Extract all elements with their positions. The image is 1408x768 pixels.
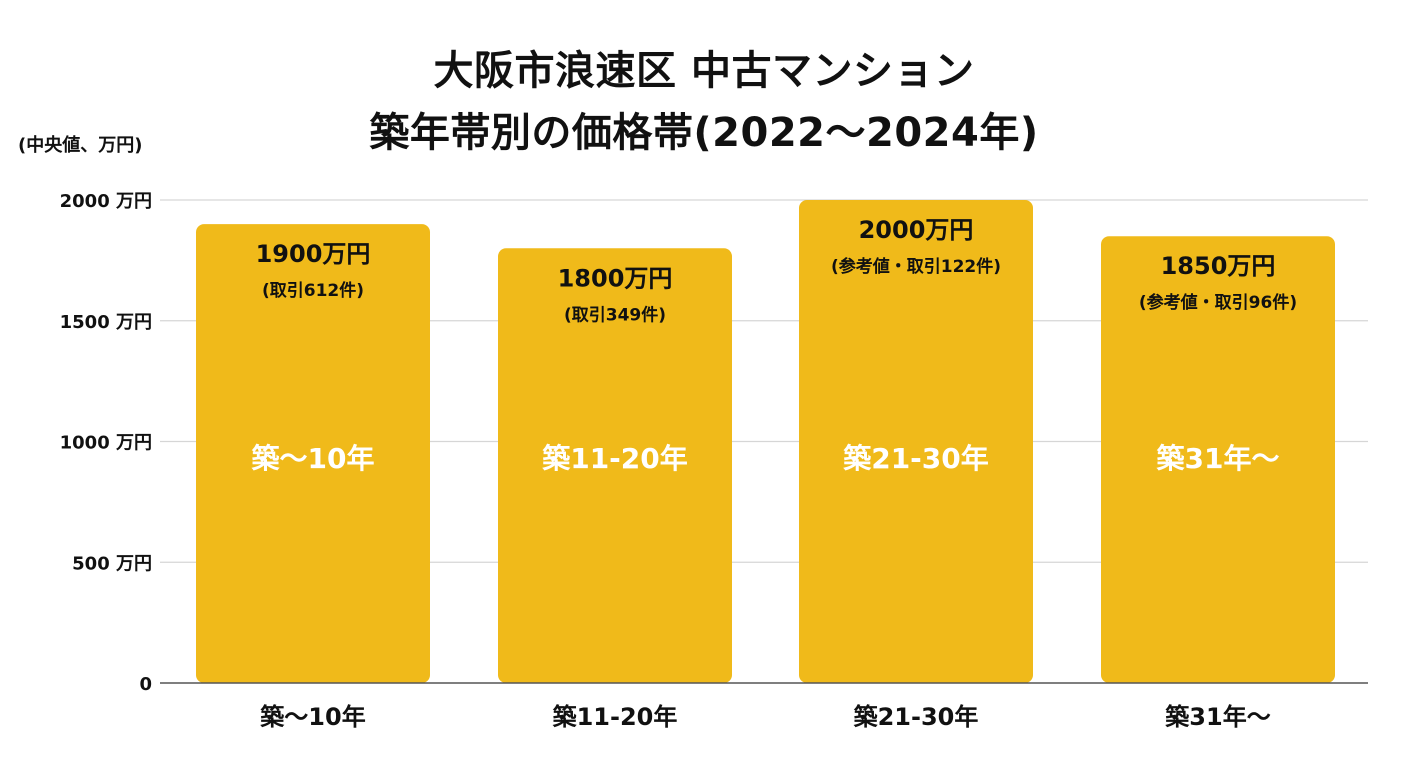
chart-title-line-2: 築年帯別の価格帯(2022〜2024年) <box>369 110 1039 156</box>
y-tick-label: 0 <box>139 674 152 695</box>
bar-group: 1900万円 (取引612件) 築〜10年 <box>196 224 430 683</box>
x-tick-label: 築31年〜 <box>1164 703 1270 731</box>
bar-group: 2000万円 (参考値・取引122件) 築21-30年 <box>799 200 1033 683</box>
bar-inner-label: 築31年〜 <box>1156 442 1280 475</box>
bar-note-label: (取引612件) <box>262 280 364 301</box>
y-tick-label: 500 万円 <box>72 553 152 574</box>
bar-inner-label: 築〜10年 <box>251 442 375 475</box>
chart-title: 大阪市浪速区 中古マンション 築年帯別の価格帯(2022〜2024年) <box>0 40 1408 164</box>
x-axis-labels: 築〜10年 築11-20年 築21-30年 築31年〜 <box>259 703 1270 731</box>
bar-group: 1850万円 (参考値・取引96件) 築31年〜 <box>1101 236 1335 683</box>
y-axis-ticks: 0 500 万円 1000 万円 1500 万円 2000 万円 <box>60 191 152 695</box>
y-tick-label: 1500 万円 <box>60 312 152 333</box>
bar-note-label: (取引349件) <box>564 304 666 325</box>
bar-value-label: 1900万円 <box>256 240 371 268</box>
bar-value-label: 1850万円 <box>1161 252 1276 280</box>
bar <box>799 200 1033 683</box>
bar-note-label: (参考値・取引96件) <box>1139 292 1297 313</box>
bar <box>1101 236 1335 683</box>
x-tick-label: 築21-30年 <box>853 703 979 731</box>
bar-note-label: (参考値・取引122件) <box>831 256 1001 277</box>
y-tick-label: 2000 万円 <box>60 191 152 212</box>
y-tick-label: 1000 万円 <box>60 433 152 454</box>
bar-value-label: 2000万円 <box>859 216 974 244</box>
x-tick-label: 築〜10年 <box>259 703 365 731</box>
bar-value-label: 1800万円 <box>558 264 673 292</box>
bar <box>196 224 430 683</box>
bar-inner-label: 築21-30年 <box>842 442 989 475</box>
bar <box>498 248 732 684</box>
bar-inner-label: 築11-20年 <box>541 442 688 475</box>
bar-group: 1800万円 (取引349件) 築11-20年 <box>498 248 732 684</box>
bars: 1900万円 (取引612件) 築〜10年 1800万円 (取引349件) 築11-20年… <box>196 200 1335 684</box>
chart-title-line-1: 大阪市浪速区 中古マンション <box>433 48 975 94</box>
x-tick-label: 築11-20年 <box>552 703 678 731</box>
y-axis-label: (中央値、万円) <box>18 134 142 156</box>
